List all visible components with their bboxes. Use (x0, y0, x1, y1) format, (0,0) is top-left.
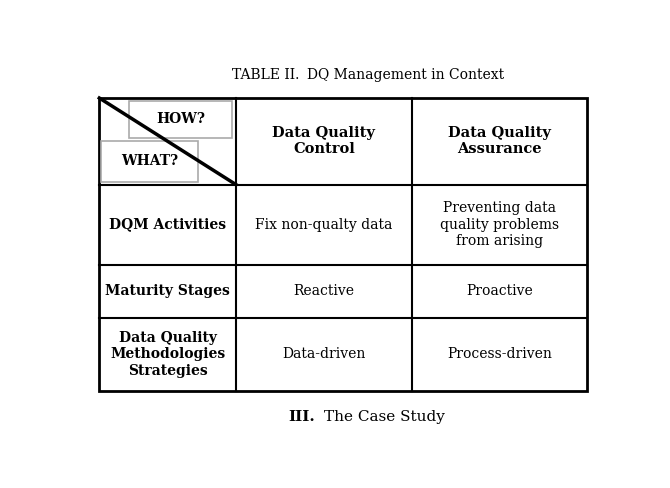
Text: The Case Study: The Case Study (324, 410, 446, 425)
Text: Data Quality
Methodologies
Strategies: Data Quality Methodologies Strategies (110, 331, 225, 378)
Text: DQ Management in Context: DQ Management in Context (307, 68, 505, 82)
Text: TABLE II.: TABLE II. (232, 68, 299, 82)
Text: DQM Activities: DQM Activities (109, 218, 226, 232)
Text: Process-driven: Process-driven (447, 347, 552, 362)
Text: Data-driven: Data-driven (282, 347, 366, 362)
Bar (101, 142, 198, 182)
Text: Proactive: Proactive (466, 284, 533, 298)
Bar (99, 98, 588, 391)
Text: Data Quality
Assurance: Data Quality Assurance (448, 126, 551, 157)
Text: Data Quality
Control: Data Quality Control (273, 126, 375, 157)
Text: Reactive: Reactive (293, 284, 354, 298)
Text: III.: III. (289, 410, 315, 425)
Text: HOW?: HOW? (156, 112, 205, 126)
Text: Preventing data
quality problems
from arising: Preventing data quality problems from ar… (440, 202, 559, 248)
Bar (129, 101, 232, 138)
Text: WHAT?: WHAT? (121, 155, 178, 168)
Text: Fix non-qualty data: Fix non-qualty data (255, 218, 393, 232)
Text: Maturity Stages: Maturity Stages (105, 284, 230, 298)
